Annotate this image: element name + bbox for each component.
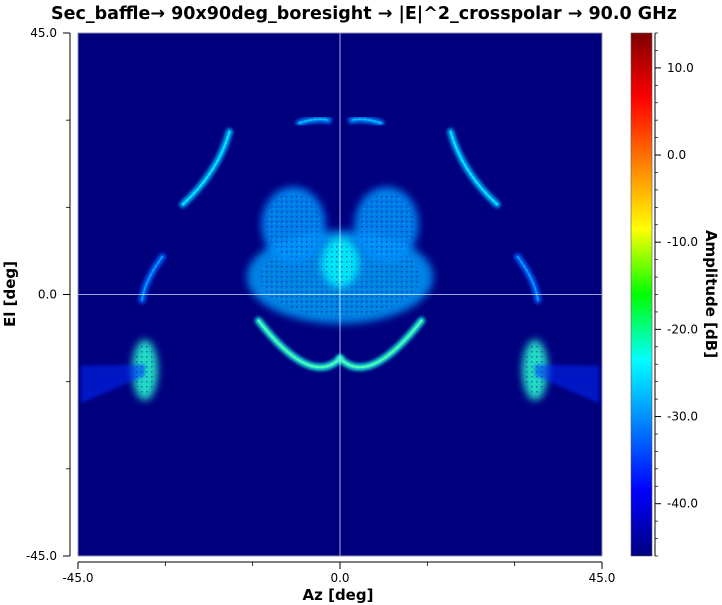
y-tick-label: -45.0 — [26, 549, 57, 563]
colorbar-tick-label: 10.0 — [667, 61, 694, 75]
x-axis-ticks: -45.0 0.0 45.0 — [62, 562, 615, 585]
colorbar — [631, 33, 652, 556]
x-tick-label: 45.0 — [589, 571, 616, 585]
colorbar-tick-label: -20.0 — [667, 322, 698, 336]
crosshair-lines — [78, 33, 602, 556]
heatmap-arc-core — [181, 130, 231, 206]
heatmap-arc-core — [298, 118, 330, 125]
colorbar-ticks: 10.0 0.0 -10.0 -20.0 -30.0 -40.0 — [655, 32, 698, 557]
heatmap-fan — [80, 364, 145, 404]
x-tick-label: 0.0 — [330, 571, 349, 585]
y-axis-ticks: 45.0 0.0 -45.0 — [26, 26, 70, 563]
heatmap-arc-core — [339, 319, 423, 369]
colorbar-label: Amplitude [dB] — [702, 230, 720, 358]
heatmap-feature-texture — [359, 192, 414, 257]
x-axis-label: Az [deg] — [303, 586, 374, 604]
y-axis-label: El [deg] — [1, 261, 19, 327]
heatmap-arc-core — [449, 130, 499, 206]
plot-frame — [77, 32, 603, 557]
chart-title: Sec_baffle→ 90x90deg_boresight → |E|^2_c… — [51, 4, 677, 24]
colorbar-tick-label: -10.0 — [667, 235, 698, 249]
x-tick-label: -45.0 — [62, 571, 93, 585]
heatmap-feature-texture — [266, 192, 321, 257]
heatmap-arc-core — [516, 255, 539, 302]
colorbar-tick-label: -40.0 — [667, 497, 698, 511]
colorbar-tick-label: -30.0 — [667, 410, 698, 424]
heatmap-fan — [535, 364, 600, 404]
heatmap-arc-core — [350, 118, 382, 125]
colorbar-frame — [630, 32, 653, 557]
colorbar-tick-label: 0.0 — [667, 148, 686, 162]
y-tick-label: 45.0 — [30, 26, 57, 40]
y-tick-label: 0.0 — [38, 288, 57, 302]
heatmap-arc-core — [257, 319, 341, 369]
heatmap-arc-core — [141, 255, 164, 302]
heatmap-features — [80, 115, 600, 404]
